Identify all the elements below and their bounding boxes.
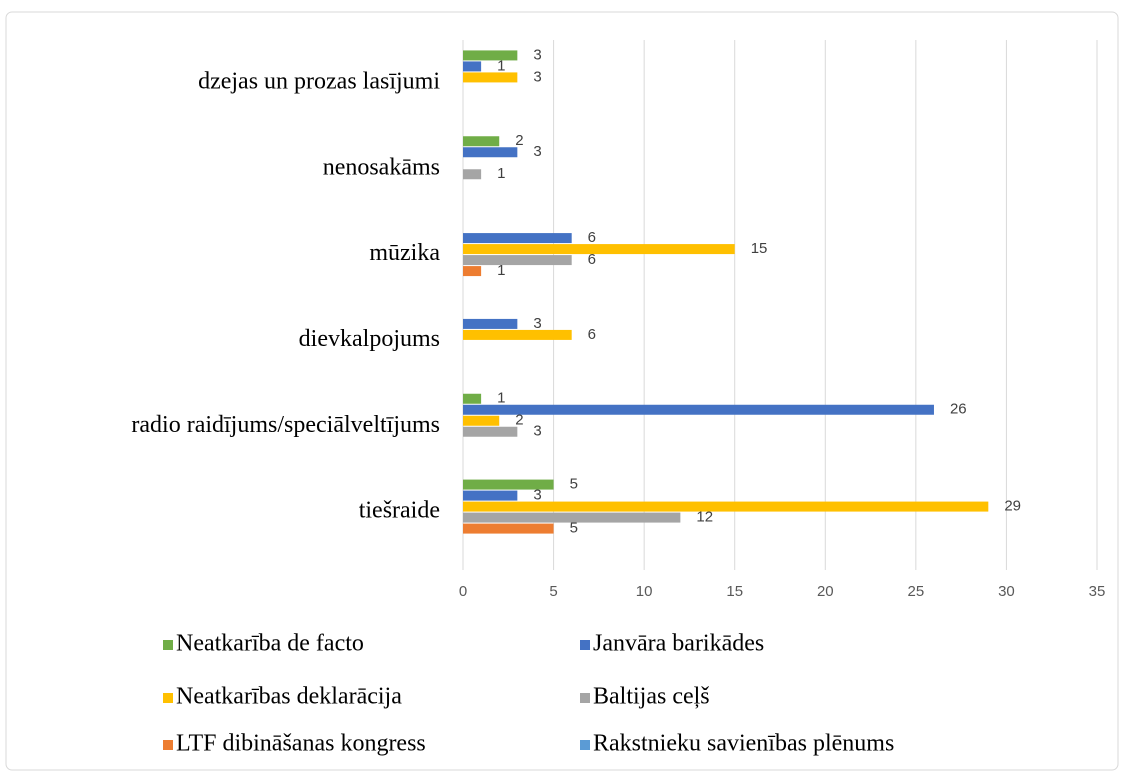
value-label: 6 [588,229,596,246]
bar [463,501,989,512]
value-label: 2 [515,412,523,429]
bar [463,50,518,61]
legend-label: Janvāra barikādes [593,631,764,657]
x-tick-label: 25 [908,583,925,600]
category-label: dzejas un prozas lasījumi [198,68,440,94]
value-label: 3 [533,487,541,504]
bar [463,404,934,415]
value-label: 1 [497,390,505,407]
legend-swatch [163,640,173,650]
legend-swatch [163,740,173,750]
x-tick-label: 35 [1089,583,1106,600]
legend-label: LTF dibināšanas kongress [176,731,426,757]
value-label: 6 [588,251,596,268]
value-label: 3 [533,46,541,63]
bar [463,136,500,147]
category-label: dievkalpojums [299,326,440,352]
value-label: 5 [570,476,578,493]
value-label: 1 [497,57,505,74]
x-tick-label: 5 [549,583,557,600]
value-label: 15 [751,240,768,257]
x-tick-label: 0 [459,583,467,600]
value-label: 1 [497,262,505,279]
bar [463,512,681,523]
bar [463,479,554,490]
bar [463,415,500,426]
category-label: nenosakāms [323,154,440,180]
value-label: 12 [696,509,713,526]
bar [463,523,554,534]
bar [463,169,482,180]
bar [463,61,482,72]
bar [463,244,735,255]
bar [463,393,482,404]
x-tick-label: 10 [636,583,653,600]
value-label: 3 [533,315,541,332]
value-label: 3 [533,68,541,85]
value-label: 2 [515,132,523,149]
value-label: 5 [570,520,578,537]
legend-label: Rakstnieku savienības plēnums [593,731,894,757]
legend-label: Baltijas ceļš [593,684,710,710]
chart-border [5,11,1119,771]
bar [463,72,518,83]
legend-swatch [580,740,590,750]
bar [463,490,518,501]
category-label: mūzika [369,240,440,266]
bar [463,329,572,340]
x-tick-label: 20 [817,583,834,600]
bar [463,255,572,266]
bar [463,266,482,277]
bar [463,233,572,244]
category-label: radio raidījums/speciālveltījums [131,412,440,438]
legend-swatch [580,640,590,650]
legend-label: Neatkarības deklarācija [176,684,402,710]
value-label: 3 [533,423,541,440]
value-label: 26 [950,401,967,418]
value-label: 29 [1004,498,1021,515]
bar [463,318,518,329]
bar [463,147,518,158]
bar [463,426,518,437]
category-label: tiešraide [359,498,440,524]
x-tick-label: 30 [998,583,1015,600]
value-label: 1 [497,165,505,182]
legend-swatch [580,693,590,703]
value-label: 3 [533,143,541,160]
x-tick-label: 15 [726,583,743,600]
value-label: 6 [588,326,596,343]
legend-label: Neatkarība de facto [176,631,364,657]
legend-swatch [163,693,173,703]
